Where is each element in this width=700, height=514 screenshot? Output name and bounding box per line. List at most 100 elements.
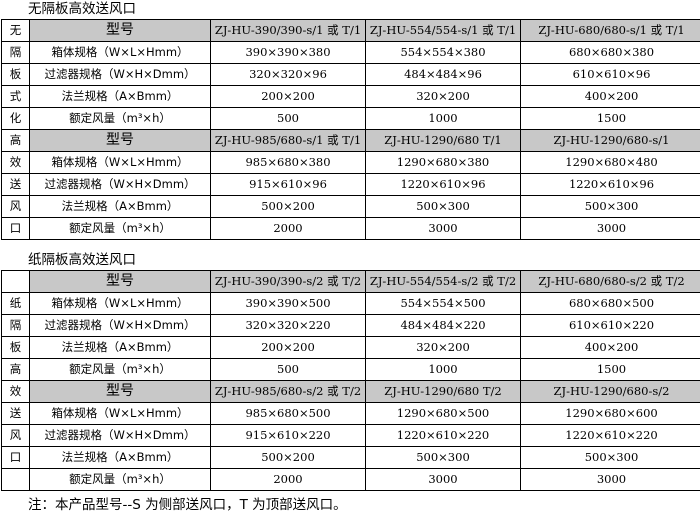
row-label-filter: 过滤器规格（W×H×Dmm） [30, 64, 211, 86]
table-row: 隔 过滤器规格（W×H×Dmm） 320×320×220 484×484×220… [2, 315, 700, 337]
table-row: 效 箱体规格（W×L×Hmm） 985×680×380 1290×680×380… [2, 152, 700, 174]
value-cell: 1220×610×96 [366, 174, 521, 196]
table-row: 化 额定风量（m³×h） 500 1000 1500 [2, 108, 700, 130]
value-cell: 320×200 [366, 337, 521, 359]
row-label-airflow: 额定风量（m³×h） [30, 469, 211, 491]
value-cell: 500×300 [366, 447, 521, 469]
table-row: 送 过滤器规格（W×H×Dmm） 915×610×96 1220×610×96 … [2, 174, 700, 196]
model-cell: ZJ-HU-554/554-s/1 或 T/1 [366, 20, 521, 42]
row-label-airflow: 额定风量（m³×h） [30, 359, 211, 381]
table-row: 送 箱体规格（W×L×Hmm） 985×680×500 1290×680×500… [2, 403, 700, 425]
table-2-caption: 纸隔板高效送风口 [0, 251, 700, 270]
value-cell: 915×610×96 [211, 174, 366, 196]
value-cell: 1220×610×220 [521, 425, 700, 447]
value-cell: 680×680×500 [521, 293, 700, 315]
table-row: 纸 箱体规格（W×L×Hmm） 390×390×500 554×554×500 … [2, 293, 700, 315]
value-cell: 3000 [366, 218, 521, 240]
value-cell: 500×200 [211, 196, 366, 218]
model-cell: ZJ-HU-1290/680-s/1 [521, 130, 700, 152]
value-cell: 500×300 [521, 196, 700, 218]
value-cell: 915×610×220 [211, 425, 366, 447]
value-cell: 500 [211, 359, 366, 381]
model-cell: ZJ-HU-1290/680 T/1 [366, 130, 521, 152]
value-cell: 390×390×500 [211, 293, 366, 315]
value-cell: 1290×680×600 [521, 403, 700, 425]
value-cell: 1000 [366, 108, 521, 130]
side-label-char: 风 [2, 196, 30, 218]
side-label-char: 高 [2, 359, 30, 381]
side-label-char: 式 [2, 86, 30, 108]
model-cell: ZJ-HU-1290/680-s/2 [521, 381, 700, 403]
row-label-flange: 法兰规格（A×Bmm） [30, 337, 211, 359]
value-cell: 1290×680×500 [366, 403, 521, 425]
row-label-box: 箱体规格（W×L×Hmm） [30, 403, 211, 425]
side-label-char: 风 [2, 425, 30, 447]
value-cell: 400×200 [521, 86, 700, 108]
row-label-model: 型号 [30, 381, 211, 403]
model-cell: ZJ-HU-390/390-s/1 或 T/1 [211, 20, 366, 42]
spec-sheet-page: 无隔板高效送风口 无 型号 ZJ-HU-390/390-s/1 或 T/1 ZJ… [0, 0, 700, 479]
table-row: 无 型号 ZJ-HU-390/390-s/1 或 T/1 ZJ-HU-554/5… [2, 20, 700, 42]
value-cell: 500×300 [366, 196, 521, 218]
side-label-char: 送 [2, 403, 30, 425]
value-cell: 1500 [521, 359, 700, 381]
model-cell: ZJ-HU-390/390-s/2 或 T/2 [211, 271, 366, 293]
model-cell: ZJ-HU-985/680-s/2 或 T/2 [211, 381, 366, 403]
value-cell: 3000 [521, 469, 700, 491]
value-cell: 1290×680×380 [366, 152, 521, 174]
side-label-char: 隔 [2, 42, 30, 64]
value-cell: 1220×610×220 [366, 425, 521, 447]
table-row: 板 法兰规格（A×Bmm） 200×200 320×200 400×200 [2, 337, 700, 359]
table-row: 口 额定风量（m³×h） 2000 3000 3000 [2, 218, 700, 240]
value-cell: 554×554×380 [366, 42, 521, 64]
value-cell: 2000 [211, 218, 366, 240]
value-cell: 1220×610×96 [521, 174, 700, 196]
value-cell: 320×320×96 [211, 64, 366, 86]
side-label-char: 送 [2, 174, 30, 196]
value-cell: 484×484×96 [366, 64, 521, 86]
value-cell: 3000 [366, 469, 521, 491]
row-label-flange: 法兰规格（A×Bmm） [30, 196, 211, 218]
row-label-flange: 法兰规格（A×Bmm） [30, 86, 211, 108]
table-row: 式 法兰规格（A×Bmm） 200×200 320×200 400×200 [2, 86, 700, 108]
table-row: 口 法兰规格（A×Bmm） 500×200 500×300 500×300 [2, 447, 700, 469]
value-cell: 985×680×380 [211, 152, 366, 174]
table-2-paper-separator-specs: 型号 ZJ-HU-390/390-s/2 或 T/2 ZJ-HU-554/554… [1, 270, 700, 491]
value-cell: 1000 [366, 359, 521, 381]
model-cell: ZJ-HU-554/554-s/2 或 T/2 [366, 271, 521, 293]
value-cell: 500 [211, 108, 366, 130]
value-cell: 500×200 [211, 447, 366, 469]
value-cell: 1290×680×480 [521, 152, 700, 174]
side-label-char: 效 [2, 152, 30, 174]
side-label-char: 隔 [2, 315, 30, 337]
footnote: 注：本产品型号--S 为侧部送风口，T 为顶部送风口。 [0, 491, 700, 514]
value-cell: 3000 [521, 218, 700, 240]
table-gap-spacer [0, 240, 700, 251]
value-cell: 200×200 [211, 337, 366, 359]
table-1-airshower-specs: 无 型号 ZJ-HU-390/390-s/1 或 T/1 ZJ-HU-554/5… [1, 19, 700, 240]
row-label-model: 型号 [30, 20, 211, 42]
side-label-char: 口 [2, 218, 30, 240]
row-label-box: 箱体规格（W×L×Hmm） [30, 293, 211, 315]
value-cell: 500×300 [521, 447, 700, 469]
value-cell: 390×390×380 [211, 42, 366, 64]
side-label-char: 高 [2, 130, 30, 152]
model-cell: ZJ-HU-985/680-s/1 或 T/1 [211, 130, 366, 152]
row-label-filter: 过滤器规格（W×H×Dmm） [30, 174, 211, 196]
row-label-filter: 过滤器规格（W×H×Dmm） [30, 315, 211, 337]
side-label-char: 口 [2, 447, 30, 469]
value-cell: 610×610×220 [521, 315, 700, 337]
side-label-char: 效 [2, 381, 30, 403]
row-label-model: 型号 [30, 271, 211, 293]
row-label-model: 型号 [30, 130, 211, 152]
row-label-airflow: 额定风量（m³×h） [30, 108, 211, 130]
table-row: 板 过滤器规格（W×H×Dmm） 320×320×96 484×484×96 6… [2, 64, 700, 86]
table-row: 效 型号 ZJ-HU-985/680-s/2 或 T/2 ZJ-HU-1290/… [2, 381, 700, 403]
value-cell: 484×484×220 [366, 315, 521, 337]
table-row: 型号 ZJ-HU-390/390-s/2 或 T/2 ZJ-HU-554/554… [2, 271, 700, 293]
value-cell: 985×680×500 [211, 403, 366, 425]
table-row: 风 过滤器规格（W×H×Dmm） 915×610×220 1220×610×22… [2, 425, 700, 447]
table-row: 隔 箱体规格（W×L×Hmm） 390×390×380 554×554×380 … [2, 42, 700, 64]
value-cell: 320×320×220 [211, 315, 366, 337]
table-row: 额定风量（m³×h） 2000 3000 3000 [2, 469, 700, 491]
